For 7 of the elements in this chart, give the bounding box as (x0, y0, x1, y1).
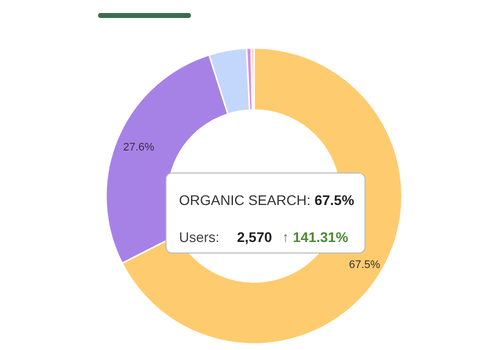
data-label: 27.6% (123, 142, 154, 154)
text: Users: (179, 229, 220, 245)
text: 2,570 (237, 229, 272, 245)
data-label: 67.5% (348, 259, 380, 272)
text: ↑ 141.31% (282, 229, 349, 245)
text: 67.5% (314, 192, 355, 208)
text: ORGANIC SEARCH: (179, 192, 310, 208)
